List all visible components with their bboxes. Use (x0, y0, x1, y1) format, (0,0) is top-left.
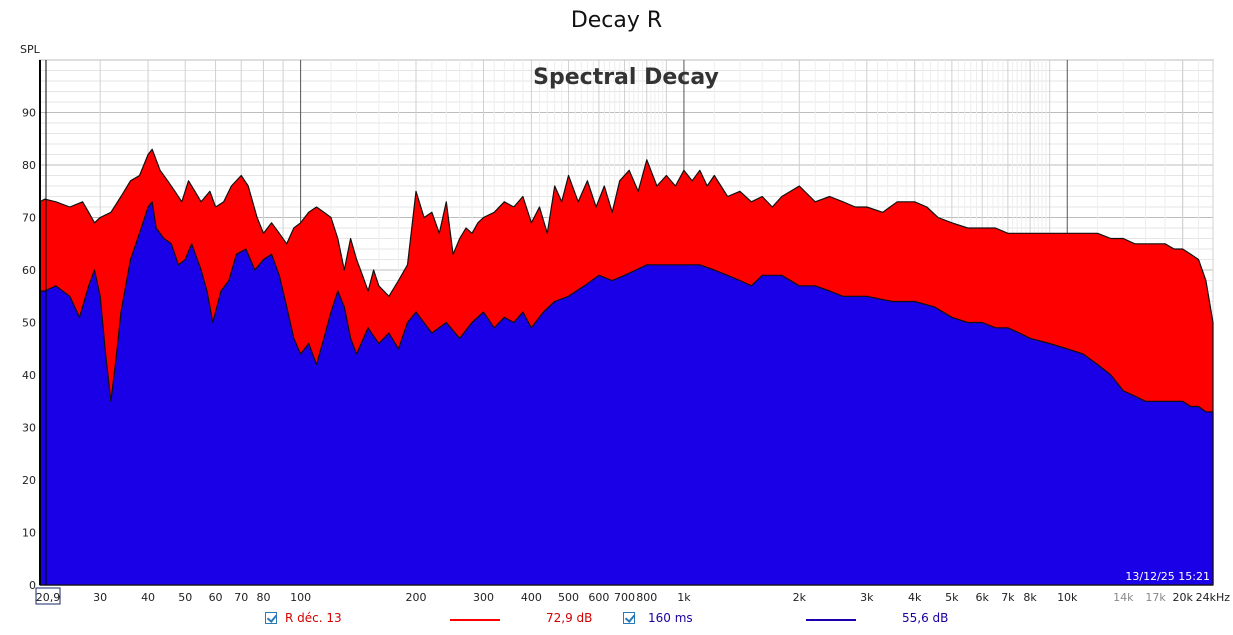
x-tick-label: 6k (976, 591, 990, 604)
x-tick-label: 10k (1057, 591, 1078, 604)
timestamp: 13/12/25 15:21 (1125, 570, 1210, 583)
x-tick-label: 50 (178, 591, 192, 604)
x-tick-label: 14k (1113, 591, 1134, 604)
x-tick-label: 100 (290, 591, 311, 604)
y-tick-label: 50 (22, 317, 36, 330)
legend: R déc. 13 72,9 dB 160 ms 55,6 dB (0, 610, 1233, 630)
y-tick-label: 0 (29, 579, 36, 592)
x-tick-label: 2k (793, 591, 807, 604)
series1-swatch (450, 619, 500, 621)
x-tick-label: 4k (908, 591, 922, 604)
window-title: Decay R (570, 8, 663, 33)
series2-swatch (806, 619, 856, 621)
x-tick-label: 60 (209, 591, 223, 604)
decay-chart: SPL Spectral Decay 0 10 20 30 40 50 60 70 80 90 2… (20, 43, 1230, 605)
x-tick-label: 8k (1023, 591, 1037, 604)
x-tick-label: 20k (1172, 591, 1193, 604)
x-tick-label: 700 (614, 591, 635, 604)
x-tick-labels: 20,9 30 40 50 60 70 80 100 200 300 400 500 600 700 800… (36, 591, 1230, 604)
series1-checkbox[interactable] (265, 612, 277, 624)
y-tick-label: 60 (22, 264, 36, 277)
x-tick-label: 40 (141, 591, 155, 604)
x-tick-label: 800 (636, 591, 657, 604)
x-tick-label: 20,9 (36, 591, 61, 604)
chart-title: Spectral Decay (533, 65, 719, 90)
y-axis-label: SPL (20, 43, 41, 56)
x-start-marker (35, 587, 61, 605)
series2-label: 160 ms (648, 611, 693, 625)
x-tick-label: 1k (677, 591, 691, 604)
y-tick-label: 30 (22, 422, 36, 435)
plot-frame (39, 60, 47, 585)
x-tick-label: 400 (521, 591, 542, 604)
decay-areas (39, 148, 1214, 586)
series-160ms-area (39, 201, 1214, 586)
y-tick-labels: 0 10 20 30 40 50 60 70 80 90 (22, 107, 36, 593)
y-tick-label: 20 (22, 474, 36, 487)
x-tick-label: 600 (588, 591, 609, 604)
x-tick-label: 30 (93, 591, 107, 604)
x-tick-label: 24kHz (1196, 591, 1231, 604)
series1-label: R déc. 13 (285, 611, 342, 625)
x-tick-label: 70 (234, 591, 248, 604)
x-tick-label: 17k (1145, 591, 1166, 604)
x-tick-label: 7k (1001, 591, 1015, 604)
y-tick-label: 80 (22, 159, 36, 172)
x-tick-label: 5k (945, 591, 959, 604)
y-tick-label: 70 (22, 212, 36, 225)
x-tick-label: 3k (860, 591, 874, 604)
series2-checkbox[interactable] (623, 612, 635, 624)
x-tick-label: 300 (473, 591, 494, 604)
y-tick-label: 90 (22, 107, 36, 120)
x-tick-label: 200 (405, 591, 426, 604)
series2-value: 55,6 dB (902, 611, 949, 625)
x-tick-label: 500 (558, 591, 579, 604)
y-tick-label: 10 (22, 527, 36, 540)
series1-value: 72,9 dB (546, 611, 593, 625)
x-tick-label: 80 (256, 591, 270, 604)
y-tick-label: 40 (22, 369, 36, 382)
